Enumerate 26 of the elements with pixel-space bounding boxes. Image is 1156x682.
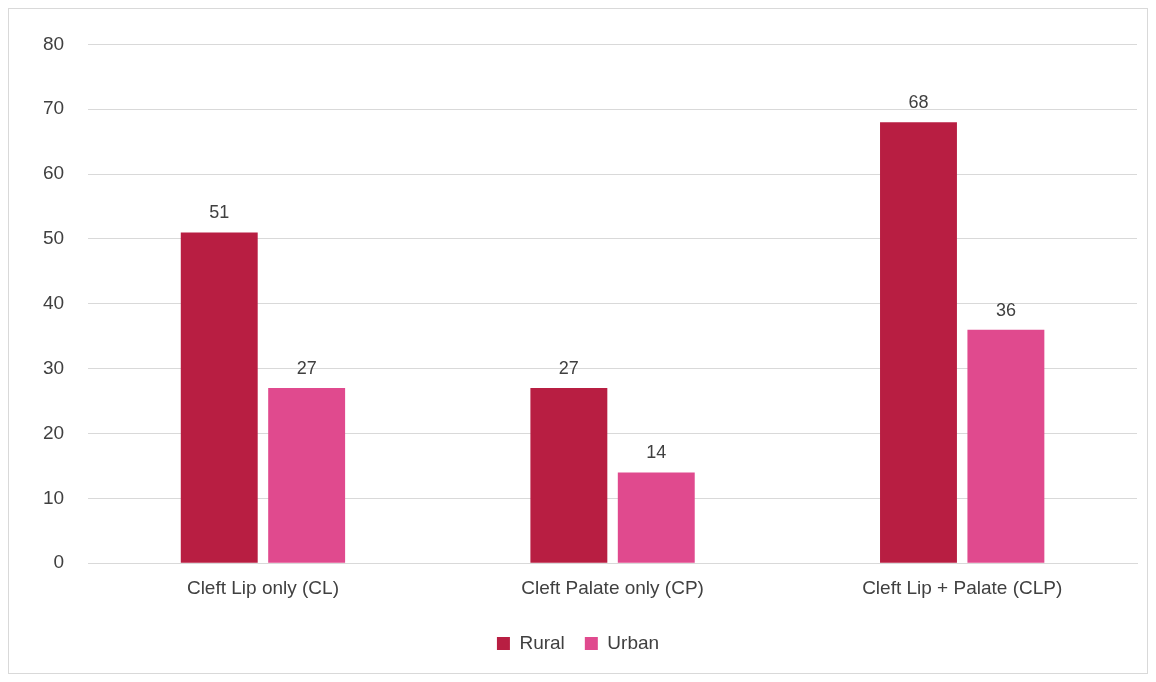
x-tick-label: Cleft Lip + Palate (CLP) [862,576,1063,598]
data-label: 68 [908,92,929,113]
data-label: 14 [646,442,667,463]
data-label: 36 [995,299,1016,320]
bar [530,388,608,563]
legend-label: Urban [607,631,660,653]
y-tick-label: 20 [42,421,65,443]
bar [180,232,258,563]
x-tick-label: Cleft Lip only (CL) [186,576,339,598]
y-tick-label: 30 [42,356,65,378]
y-tick-label: 70 [42,97,65,119]
y-tick-label: 60 [42,162,65,184]
bar [967,329,1045,563]
data-label: 27 [558,358,579,379]
bar [617,472,695,563]
y-tick-label: 80 [42,32,65,54]
legend-label: Rural [519,631,565,653]
y-tick-label: 0 [53,551,65,573]
bar [880,122,957,563]
y-tick-label: 10 [42,486,65,508]
bar [268,388,346,563]
data-label: 51 [209,202,230,223]
x-tick-label: Cleft Palate only (CP) [521,576,704,598]
data-label: 27 [296,358,317,379]
y-tick-label: 50 [42,227,65,249]
y-tick-label: 40 [42,292,65,314]
